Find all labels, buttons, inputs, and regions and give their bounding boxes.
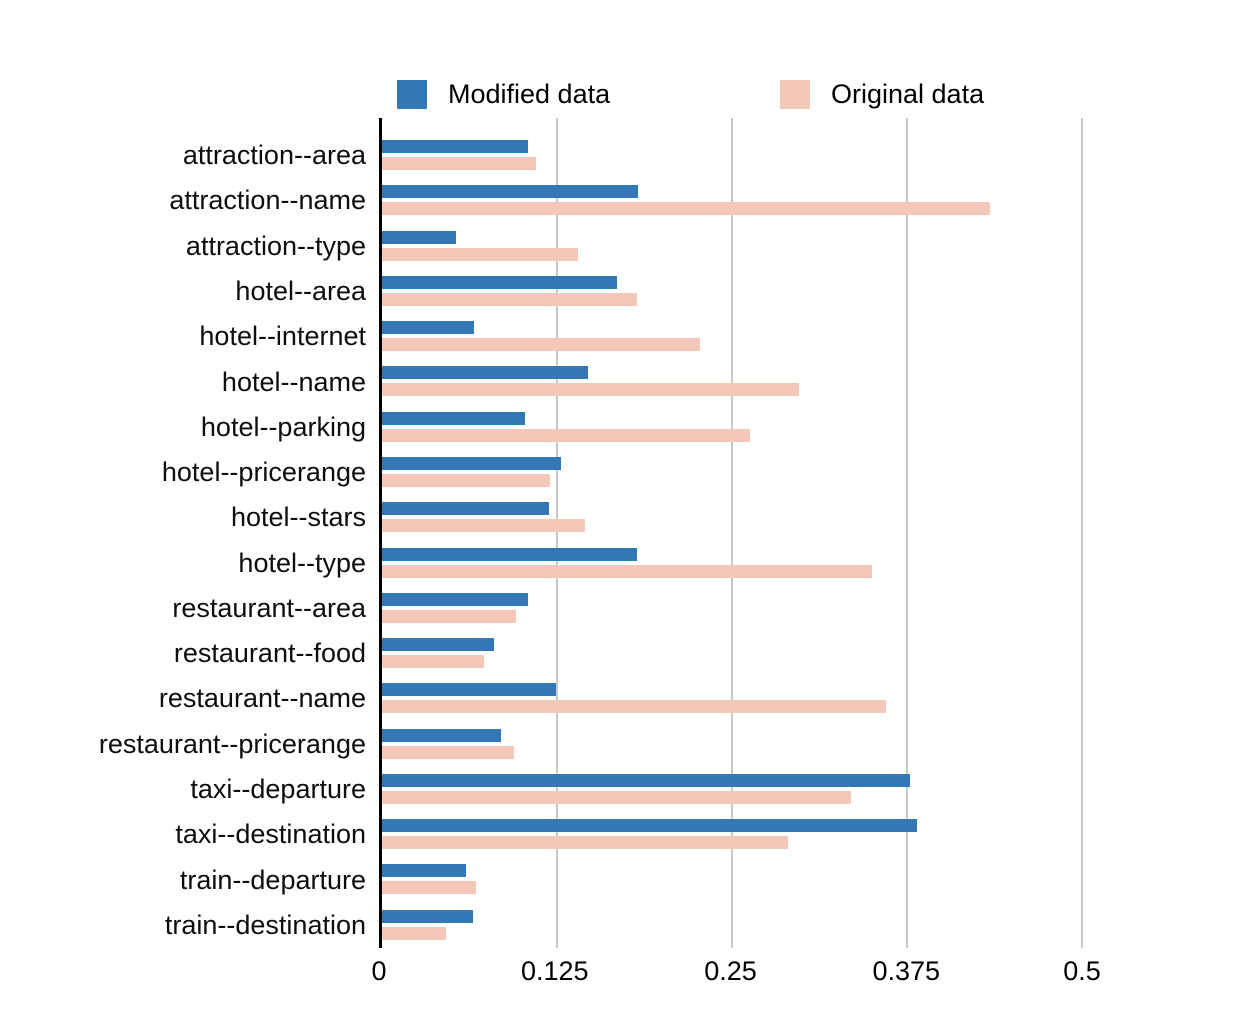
gridline <box>556 118 558 948</box>
bar-row <box>382 631 1082 676</box>
x-tick-label: 0.25 <box>704 956 757 986</box>
gridline <box>1081 118 1083 948</box>
bar-modified-data <box>382 592 528 606</box>
bar-original-data <box>382 247 578 261</box>
bar-row <box>382 450 1082 495</box>
category-label: attraction--type <box>185 230 366 261</box>
bar-original-data <box>382 745 514 759</box>
bar-original-data <box>382 338 700 352</box>
category-label: train--departure <box>179 864 366 895</box>
category-label: restaurant--pricerange <box>98 728 366 759</box>
bar-row <box>382 676 1082 721</box>
bar-modified-data <box>382 366 588 380</box>
bar-original-data <box>382 790 851 804</box>
bar-row <box>382 541 1082 586</box>
bar-modified-data <box>382 864 466 878</box>
category-label: hotel--name <box>221 366 366 397</box>
gridline <box>906 118 908 948</box>
bar-modified-data <box>382 909 473 923</box>
bar-original-data <box>382 428 751 442</box>
bar-original-data <box>382 292 637 306</box>
bar-row <box>382 405 1082 450</box>
bar-modified-data <box>382 411 525 425</box>
category-label: taxi--departure <box>190 774 366 805</box>
bar-modified-data <box>382 819 917 833</box>
category-label: hotel--area <box>235 275 366 306</box>
category-label: attraction--area <box>182 140 366 171</box>
bar-row <box>382 359 1082 404</box>
bar-original-data <box>382 881 476 895</box>
bar-modified-data <box>382 638 494 652</box>
bar-row <box>382 133 1082 178</box>
legend-swatch-original-data <box>780 79 810 109</box>
bar-modified-data <box>382 683 556 697</box>
x-tick-label: 0 <box>371 956 387 986</box>
bar-original-data <box>382 383 800 397</box>
bar-row <box>382 269 1082 314</box>
x-axis-tick-labels: 0 0.125 0.25 0.375 0.5 <box>371 956 1100 996</box>
bar-row <box>382 178 1082 223</box>
category-label: hotel--internet <box>199 321 366 352</box>
gridline <box>731 118 733 948</box>
category-label: train--destination <box>164 909 366 940</box>
bar-original-data <box>382 700 886 714</box>
category-label: hotel--parking <box>200 411 366 442</box>
legend-item-original-data: Original data <box>780 78 984 110</box>
bar-modified-data <box>382 321 475 335</box>
bar-row <box>382 314 1082 359</box>
y-axis-labels: attraction--area attraction--name attracti… <box>0 133 366 948</box>
category-label: hotel--type <box>238 547 366 578</box>
bar-original-data <box>382 609 517 623</box>
bar-original-data <box>382 202 990 216</box>
bar-row <box>382 722 1082 767</box>
bar-original-data <box>382 564 872 578</box>
bar-original-data <box>382 519 585 533</box>
plot-area <box>379 118 1083 948</box>
category-label: restaurant--food <box>173 638 366 669</box>
category-label: taxi--destination <box>175 819 366 850</box>
x-tick-label: 0.375 <box>872 956 941 986</box>
x-tick-label: 0.5 <box>1063 956 1101 986</box>
legend-swatch-modified-data <box>397 79 427 109</box>
x-tick-label: 0.125 <box>520 956 589 986</box>
category-label: hotel--stars <box>230 502 366 533</box>
category-label: restaurant--name <box>158 683 366 714</box>
category-label: attraction--name <box>169 185 366 216</box>
bar-original-data <box>382 926 447 940</box>
bar-modified-data <box>382 140 528 153</box>
legend-label-original-data: Original data <box>831 78 985 109</box>
bar-row <box>382 586 1082 631</box>
bar-original-data <box>382 473 550 487</box>
bar-modified-data <box>382 456 562 470</box>
legend-item-modified-data: Modified data <box>397 78 610 110</box>
bar-row <box>382 857 1082 902</box>
bar-row <box>382 903 1082 948</box>
bar-original-data <box>382 157 536 170</box>
category-label: restaurant--area <box>172 592 366 623</box>
bar-original-data <box>382 836 788 850</box>
bar-modified-data <box>382 275 618 289</box>
legend-label-modified-data: Modified data <box>448 78 611 109</box>
bar-modified-data <box>382 728 501 742</box>
bar-row <box>382 767 1082 812</box>
bar-row <box>382 495 1082 540</box>
bar-modified-data <box>382 230 457 244</box>
bar-modified-data <box>382 502 549 516</box>
bar-original-data <box>382 655 485 669</box>
bar-row <box>382 812 1082 857</box>
category-label: hotel--pricerange <box>161 457 366 488</box>
bar-modified-data <box>382 185 639 199</box>
bar-modified-data <box>382 773 910 787</box>
bar-modified-data <box>382 547 637 561</box>
bar-row <box>382 224 1082 269</box>
plot-rows <box>382 133 1082 948</box>
